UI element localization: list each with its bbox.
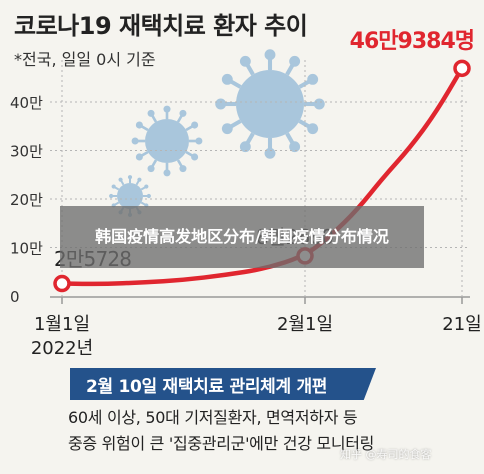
body-line-2: 중증 위험이 큰 '집중관리군'에만 건강 모니터링 [68,434,375,453]
overlay-caption: 韩国疫情高发地区分布/韩国疫情分布情况 [60,206,424,268]
x-tick-label: 1월1일 [34,314,90,335]
x-tick-label: 2월1일 [277,314,333,335]
virus-large-icon [215,49,325,159]
y-tick-label: 0 [10,288,20,306]
data-point [453,59,471,78]
data-label: 46만9384명 [350,29,474,54]
virus-medium-icon [131,105,203,177]
policy-banner: 2월 10일 재택치료 관리체계 개편 [70,368,376,400]
body-line-1: 60세 이상, 50대 기저질환자, 면역저하자 등 [68,408,358,427]
y-tick-label: 30만 [10,143,43,161]
chart-subtitle: *전국, 일일 0시 기준 [14,50,156,69]
chart-title: 코로나19 재택치료 환자 추이 [14,12,308,40]
x-tick-label: 2022년 [31,338,93,359]
y-tick-label: 10만 [10,240,43,258]
watermark: 知乎 @寿司的食客 [340,448,432,461]
y-tick-label: 40만 [10,94,43,112]
y-tick-label: 20만 [10,191,43,209]
x-tick-label: 21일 [442,314,481,335]
data-point [53,274,71,293]
